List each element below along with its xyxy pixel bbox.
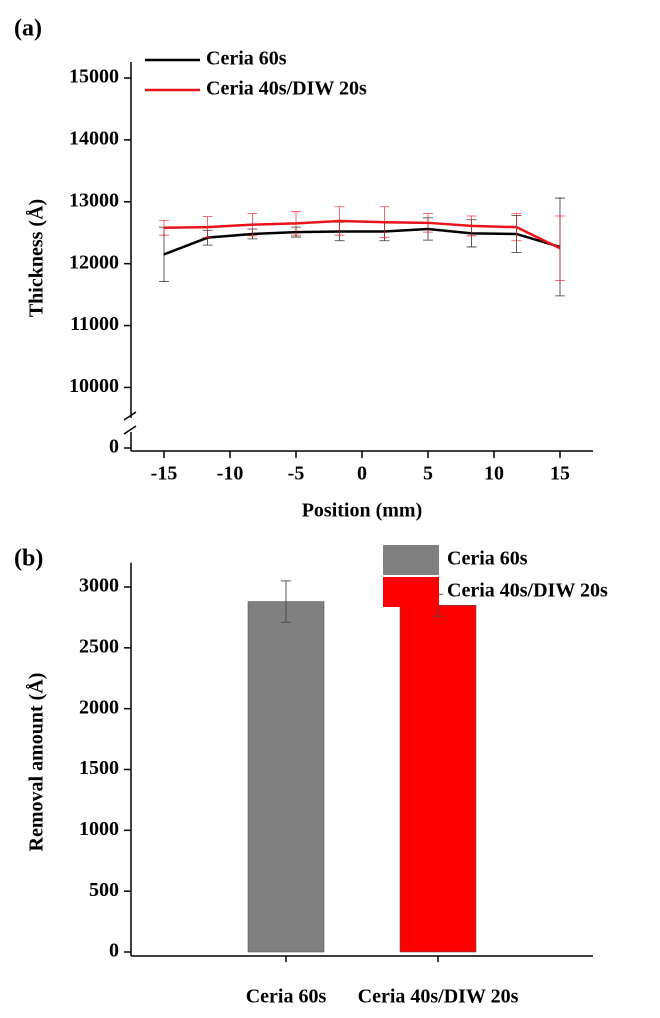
error-bar [247, 213, 258, 237]
error-bar [281, 580, 291, 623]
y-tick-label: 14000 [69, 127, 119, 149]
error-bar [202, 216, 213, 239]
y-tick-label: 1000 [79, 818, 119, 840]
y-tick-label: 1500 [79, 757, 119, 779]
error-bar [555, 215, 565, 281]
x-tick-label: -15 [151, 463, 178, 485]
legend-label: Ceria 60s [447, 548, 528, 570]
y-axis-label: Removal amount (Å) [25, 673, 48, 852]
line-series [163, 227, 561, 256]
legend-label: Ceria 40s/DIW 20s [206, 78, 367, 100]
y-tick-label: 2500 [79, 635, 119, 657]
bar [247, 601, 325, 953]
axis-break [123, 425, 137, 435]
x-tick-label: 0 [357, 463, 367, 485]
x-axis-label: Position (mm) [302, 500, 423, 522]
y-tick-label: 13000 [69, 189, 119, 211]
y-tick-label: 12000 [69, 251, 119, 273]
error-bar [334, 206, 345, 236]
bar [399, 604, 477, 953]
y-tick-label: 0 [109, 940, 119, 962]
axis-break [123, 411, 137, 421]
x-tick-label: Ceria 60s [246, 986, 327, 1008]
panel-label: (b) [14, 546, 43, 572]
legend-label: Ceria 60s [206, 48, 287, 70]
x-tick-label: -10 [217, 463, 244, 485]
y-axis-label: Thickness (Å) [25, 199, 48, 317]
error-bar [466, 215, 477, 237]
line-series [163, 219, 561, 250]
y-tick-label: 500 [89, 879, 119, 901]
legend-swatch [383, 577, 439, 607]
x-tick-label: Ceria 40s/DIW 20s [358, 986, 519, 1008]
legend-label: Ceria 40s/DIW 20s [447, 580, 608, 602]
y-tick-label: 10000 [69, 375, 119, 397]
x-tick-label: 5 [423, 463, 433, 485]
error-bar [379, 206, 390, 239]
x-tick-label: 10 [484, 463, 504, 485]
x-tick-label: -5 [288, 463, 305, 485]
y-tick-label: 11000 [70, 313, 119, 335]
error-bar [511, 213, 522, 242]
y-tick-label: 0 [109, 436, 119, 458]
y-tick-label: 15000 [69, 66, 119, 88]
error-bar [423, 213, 433, 233]
panel-label: (a) [14, 16, 42, 42]
x-tick-label: 15 [550, 463, 570, 485]
y-tick-label: 2000 [79, 696, 119, 718]
error-bar [291, 211, 301, 236]
error-bar [159, 219, 169, 236]
y-tick-label: 3000 [79, 575, 119, 597]
legend-swatch [383, 545, 439, 575]
